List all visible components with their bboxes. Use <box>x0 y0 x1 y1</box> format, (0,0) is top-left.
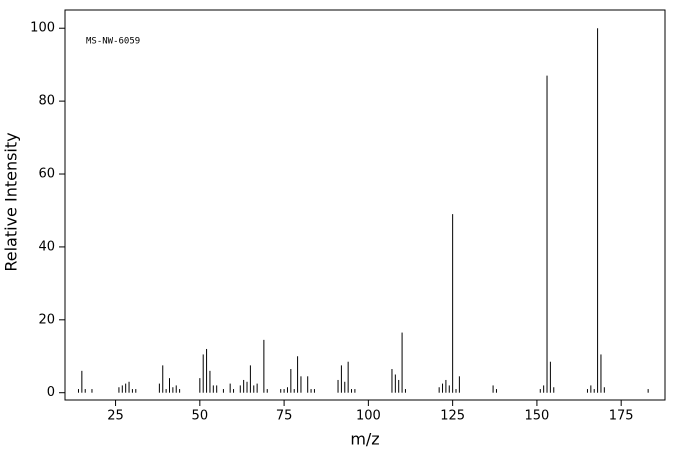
y-tick-label: 60 <box>38 167 55 182</box>
y-tick-label: 40 <box>38 239 55 254</box>
x-tick-label: 75 <box>276 409 293 424</box>
y-tick-label: 100 <box>30 21 55 36</box>
y-tick-label: 0 <box>47 385 55 400</box>
y-axis-label: Relative Intensity <box>2 132 21 271</box>
x-tick-label: 100 <box>356 409 381 424</box>
x-tick-label: 50 <box>192 409 209 424</box>
x-tick-label: 25 <box>107 409 124 424</box>
x-tick-label: 175 <box>609 409 634 424</box>
x-tick-label: 125 <box>440 409 465 424</box>
annotation: MS-NW-6059 <box>86 37 140 47</box>
plot-frame <box>64 9 666 401</box>
x-tick-label: 150 <box>524 409 549 424</box>
y-tick-label: 20 <box>38 312 55 327</box>
y-tick-label: 80 <box>38 94 55 109</box>
x-axis-label: m/z <box>350 430 379 449</box>
